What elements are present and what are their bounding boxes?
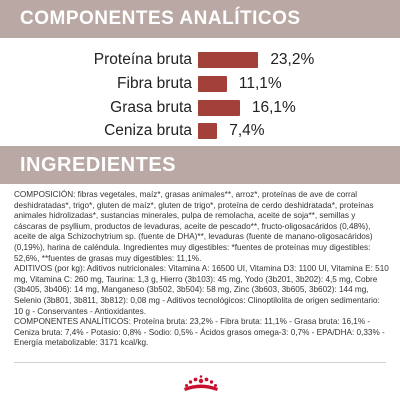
componente-row: Ceniza bruta 7,4% xyxy=(0,119,400,143)
componente-label: Grasa bruta xyxy=(110,99,192,116)
ingredientes-header: INGREDIENTES xyxy=(0,146,400,184)
componente-row: Grasa bruta 16,1% xyxy=(0,96,400,120)
componente-label: Ceniza bruta xyxy=(104,122,192,139)
componentes-title: COMPONENTES ANALÍTICOS xyxy=(20,8,301,29)
componente-bar xyxy=(198,76,227,92)
componente-row: Proteína bruta 23,2% xyxy=(0,48,400,72)
footer-divider xyxy=(14,362,386,363)
componente-value: 7,4% xyxy=(229,122,265,139)
componente-bar xyxy=(198,123,218,139)
componente-bar xyxy=(198,52,259,68)
componente-bar xyxy=(198,100,240,116)
componente-row: Fibra bruta 11,1% xyxy=(0,72,400,96)
ingredientes-componentes: COMPONENTES ANALÍTICOS: Proteína bruta: … xyxy=(14,317,385,348)
componentes-header: COMPONENTES ANALÍTICOS xyxy=(0,0,400,38)
componente-label: Proteína bruta xyxy=(93,51,192,68)
ingredientes-composicion: COMPOSICIÓN: fibras vegetales, maíz*, gr… xyxy=(14,190,374,263)
componente-label: Fibra bruta xyxy=(117,75,192,92)
componente-value: 23,2% xyxy=(270,51,315,68)
componente-value: 16,1% xyxy=(251,99,296,116)
ingredientes-title: INGREDIENTES xyxy=(20,153,177,176)
ingredientes-text: COMPOSICIÓN: fibras vegetales, maíz*, gr… xyxy=(14,190,390,349)
ingredientes-aditivos: ADITIVOS (por kg): Aditivos nutricionale… xyxy=(14,264,389,316)
componente-value: 11,1% xyxy=(238,75,282,92)
royal-canin-crown-logo xyxy=(184,375,218,391)
